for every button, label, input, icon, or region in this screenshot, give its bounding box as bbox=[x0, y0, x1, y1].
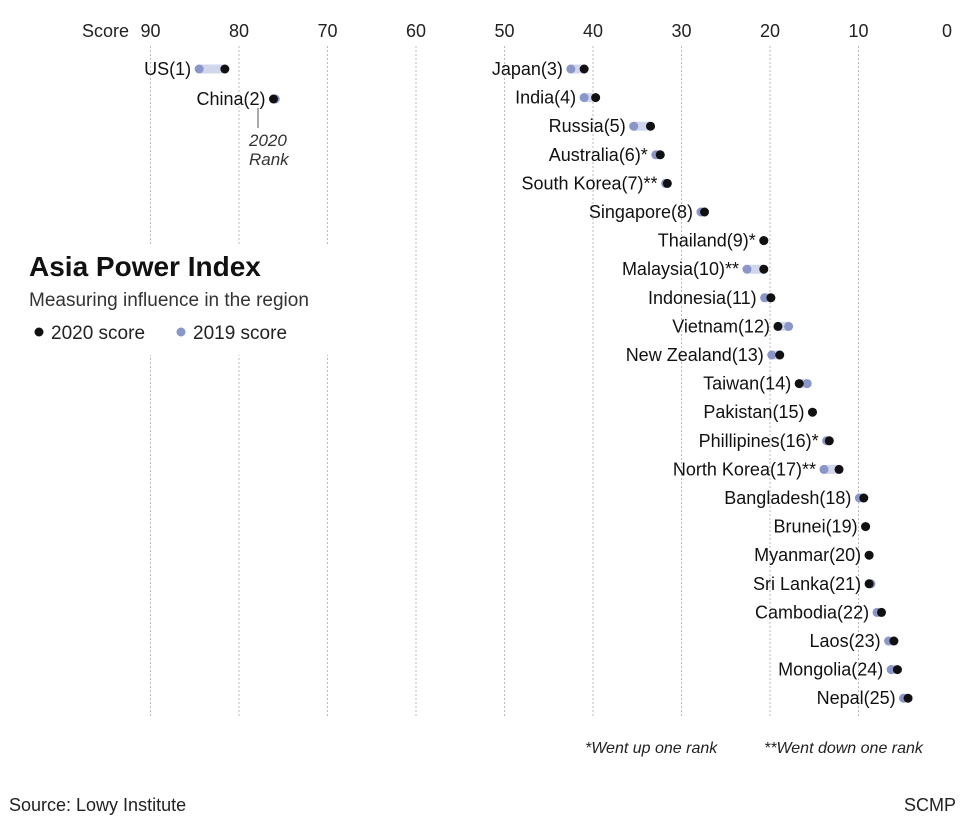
x-tick-labels: 90 80 70 60 50 40 30 20 10 0 bbox=[140, 21, 952, 41]
dot-2020 bbox=[775, 350, 785, 360]
country-label: Sri Lanka(21) bbox=[753, 574, 861, 594]
footnote-down-rank: **Went down one rank bbox=[764, 740, 924, 757]
grid-lines bbox=[150, 46, 859, 718]
country-label: Singapore(8) bbox=[589, 202, 693, 222]
chart-subtitle: Measuring influence in the region bbox=[29, 290, 309, 311]
dot-2020 bbox=[834, 464, 844, 474]
dot-2020 bbox=[903, 693, 913, 703]
dot-2019 bbox=[886, 665, 896, 675]
dot-2019 bbox=[760, 293, 770, 303]
x-tick-label: 10 bbox=[848, 21, 868, 41]
x-tick-label: 80 bbox=[229, 21, 249, 41]
country-label: Thailand(9)* bbox=[658, 231, 756, 251]
country-label: New Zealand(13) bbox=[626, 345, 764, 365]
country-label: Indonesia(11) bbox=[648, 288, 757, 308]
x-tick-label: 50 bbox=[494, 21, 514, 41]
country-label: Cambodia(22) bbox=[755, 602, 869, 622]
score-dots bbox=[194, 64, 913, 703]
legend-marker-2019 bbox=[176, 327, 186, 337]
country-label: North Korea(17)** bbox=[673, 459, 816, 479]
dot-2020 bbox=[877, 607, 887, 617]
dot-2019 bbox=[819, 464, 829, 474]
dot-2019 bbox=[566, 64, 576, 74]
country-label: Phillipines(16)* bbox=[699, 431, 819, 451]
dot-2020 bbox=[591, 93, 601, 103]
brand-credit: SCMP bbox=[904, 795, 956, 815]
dot-2019 bbox=[802, 379, 812, 389]
country-label: South Korea(7)** bbox=[521, 173, 657, 193]
dot-2019 bbox=[629, 121, 639, 131]
dot-2020 bbox=[861, 522, 871, 532]
country-label: Malaysia(10)** bbox=[622, 259, 739, 279]
dot-2020 bbox=[773, 321, 783, 331]
country-label: Laos(23) bbox=[810, 631, 881, 651]
dot-2020 bbox=[579, 64, 589, 74]
country-label: Bangladesh(18) bbox=[724, 488, 851, 508]
dot-2019 bbox=[579, 93, 589, 103]
country-label: Nepal(25) bbox=[817, 688, 896, 708]
dot-2019 bbox=[194, 64, 204, 74]
country-label: Taiwan(14) bbox=[703, 374, 791, 394]
country-label: Japan(3) bbox=[492, 59, 563, 79]
dot-2020 bbox=[864, 550, 874, 560]
country-label: US(1) bbox=[144, 59, 191, 79]
source-credit: Source: Lowy Institute bbox=[9, 795, 186, 815]
dot-2020 bbox=[269, 94, 279, 104]
dot-2020 bbox=[759, 236, 769, 246]
country-labels: US(1)China(2) Japan(3) India(4) Russia(5) Au… bbox=[144, 59, 895, 708]
title-backdrop bbox=[22, 245, 378, 355]
x-tick-label: 20 bbox=[760, 21, 780, 41]
dot-2019 bbox=[767, 350, 777, 360]
dot-2020 bbox=[662, 178, 672, 188]
dot-2020 bbox=[889, 636, 899, 646]
chart-title: Asia Power Index bbox=[29, 251, 261, 282]
dot-2020 bbox=[655, 150, 665, 160]
x-tick-label: 70 bbox=[317, 21, 337, 41]
legend-label-2019: 2019 score bbox=[193, 323, 287, 344]
x-tick-label: 0 bbox=[942, 21, 952, 41]
dot-2019 bbox=[784, 321, 794, 331]
country-label: Mongolia(24) bbox=[778, 660, 883, 680]
x-tick-label: 60 bbox=[406, 21, 426, 41]
x-axis-label: Score bbox=[82, 21, 129, 41]
country-label: India(4) bbox=[515, 88, 576, 108]
dot-2020 bbox=[759, 264, 769, 274]
dot-2020 bbox=[646, 121, 656, 131]
x-tick-label: 90 bbox=[140, 21, 160, 41]
x-tick-label: 40 bbox=[583, 21, 603, 41]
dot-2020 bbox=[766, 293, 776, 303]
dot-2019 bbox=[742, 264, 752, 274]
legend-marker-2020 bbox=[34, 327, 44, 337]
country-label: Pakistan(15) bbox=[703, 402, 804, 422]
rank-annotation-label: Rank bbox=[249, 150, 290, 169]
country-label: Myanmar(20) bbox=[754, 545, 861, 565]
dot-2020 bbox=[794, 379, 804, 389]
dot-2020 bbox=[807, 407, 817, 417]
dot-2020 bbox=[892, 665, 902, 675]
dot-2020 bbox=[824, 436, 834, 446]
country-label: Brunei(19) bbox=[774, 517, 858, 537]
dot-2020 bbox=[864, 579, 874, 589]
dot-2020 bbox=[859, 493, 869, 503]
country-label: Australia(6)* bbox=[549, 145, 648, 165]
footnote-up-rank: *Went up one rank bbox=[585, 740, 718, 757]
country-label: Russia(5) bbox=[549, 116, 626, 136]
rank-annotation-year: 2020 bbox=[248, 131, 287, 150]
legend-label-2020: 2020 score bbox=[51, 323, 145, 344]
dot-2020 bbox=[700, 207, 710, 217]
dot-2020 bbox=[220, 64, 230, 74]
country-label: Vietnam(12) bbox=[672, 316, 770, 336]
x-tick-label: 30 bbox=[671, 21, 691, 41]
country-label: China(2) bbox=[196, 89, 265, 109]
